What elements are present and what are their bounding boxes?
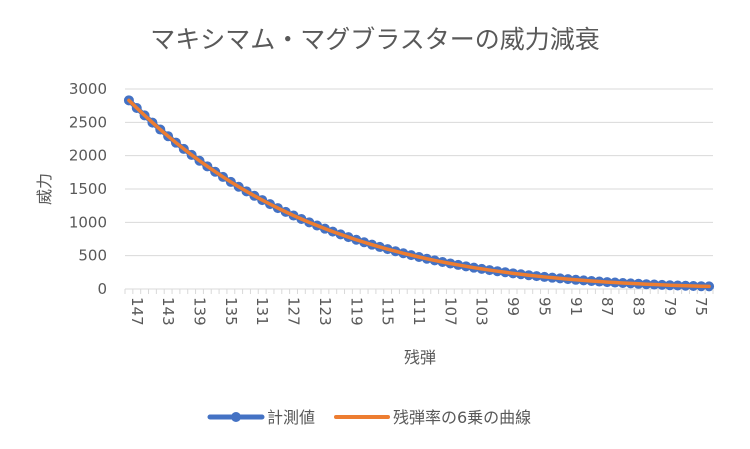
legend-swatch-marker [231,412,241,422]
x-tick-label: 107 [441,297,459,326]
x-tick-label: 83 [630,297,648,316]
x-tick-label: 119 [347,297,365,326]
legend-label: 計測値 [267,408,315,427]
y-tick-label: 500 [78,247,107,265]
y-axis-title: 威力 [35,173,54,205]
x-tick-label: 79 [661,297,679,316]
x-tick-label: 143 [159,297,177,326]
x-tick-label: 99 [504,297,522,316]
y-tick-label: 0 [97,280,107,298]
y-tick-label: 3000 [69,80,107,98]
x-tick-label: 147 [128,297,146,326]
axis-layer: 0 500 1000 1500 2000 2500 3000 147 143 139 135 131 1… [69,80,714,326]
chart-title: マキシマム・マグブラスターの威力減衰 [150,25,600,54]
x-tick-label: 135 [222,297,240,326]
x-tick-label: 103 [473,297,491,326]
x-tick-label: 87 [598,297,616,316]
x-tick-label: 111 [410,297,428,326]
x-tick-label: 127 [285,297,303,326]
x-axis-title: 残弾 [404,348,436,367]
y-tick-label: 2500 [69,113,107,131]
grid-layer [125,88,713,290]
x-tick-label: 115 [379,297,397,326]
x-tick-label: 91 [567,297,585,316]
series-line-curve [127,98,711,289]
x-tick-label: 139 [190,297,208,326]
x-tick-label: 131 [253,297,271,326]
y-tick-label: 1000 [69,213,107,231]
legend: 計測値 残弾率の6乗の曲線 [207,408,531,427]
x-tick-label: 123 [316,297,334,326]
y-tick-label: 2000 [69,147,107,165]
legend-label: 残弾率の6乗の曲線 [393,408,531,427]
series-layer [123,95,715,292]
x-tick-label: 75 [692,297,710,316]
x-tick-label: 95 [535,297,553,316]
y-tick-label: 1500 [69,180,107,198]
